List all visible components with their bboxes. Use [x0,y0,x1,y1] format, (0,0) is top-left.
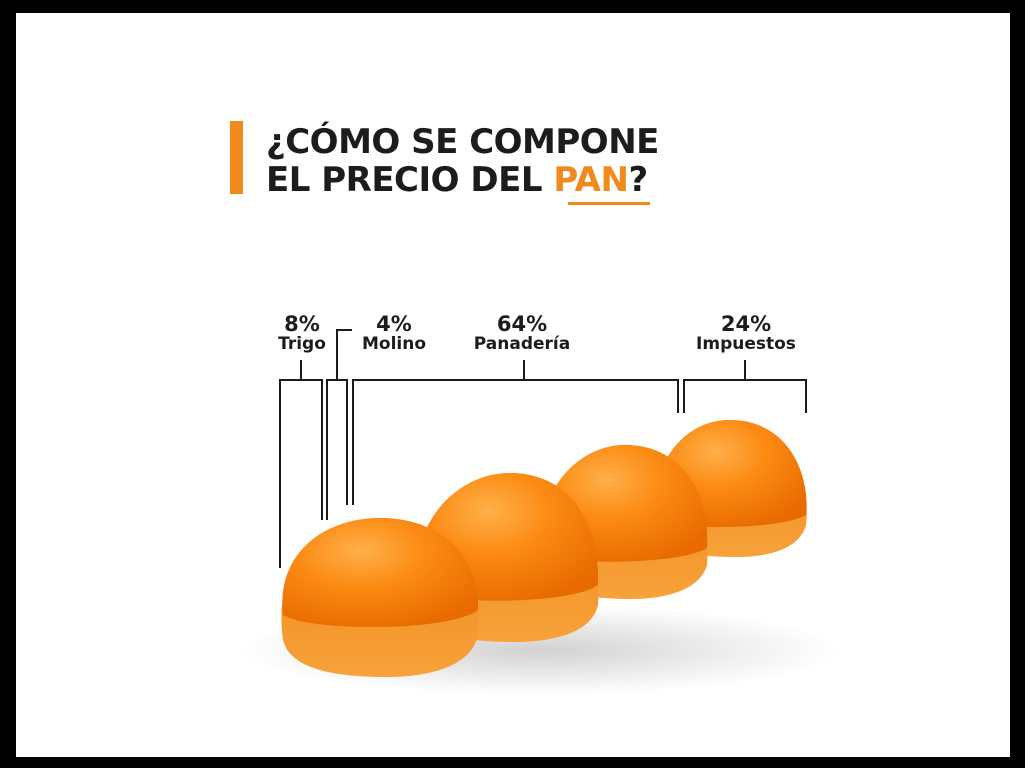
title-accent-bar [230,121,243,194]
percent-impuestos: 24% [720,312,772,336]
title-line-2: EL PRECIO DEL PAN? [266,160,648,200]
percent-panaderia: 64% [496,312,548,336]
label-trigo: Trigo [278,334,326,354]
label-molino: Molino [361,334,427,354]
bracket-impuestos [683,360,807,413]
bracket-molino [326,329,352,520]
title-line-1: ¿CÓMO SE COMPONE [266,122,659,162]
bun-1 [281,518,479,678]
bracket-lines [279,329,807,568]
percent-molino: 4% [376,312,412,336]
title-line-2-suffix: ? [628,160,648,200]
label-panaderia: Panadería [473,334,571,354]
title-accent-word: PAN [553,160,629,200]
bracket-panaderia [352,360,679,505]
label-impuestos: Impuestos [696,334,796,354]
title-underline [568,202,650,205]
bracket-trigo [279,360,323,568]
title-line-2-prefix: EL PRECIO DEL [266,160,554,200]
percent-trigo: 8% [284,312,320,336]
